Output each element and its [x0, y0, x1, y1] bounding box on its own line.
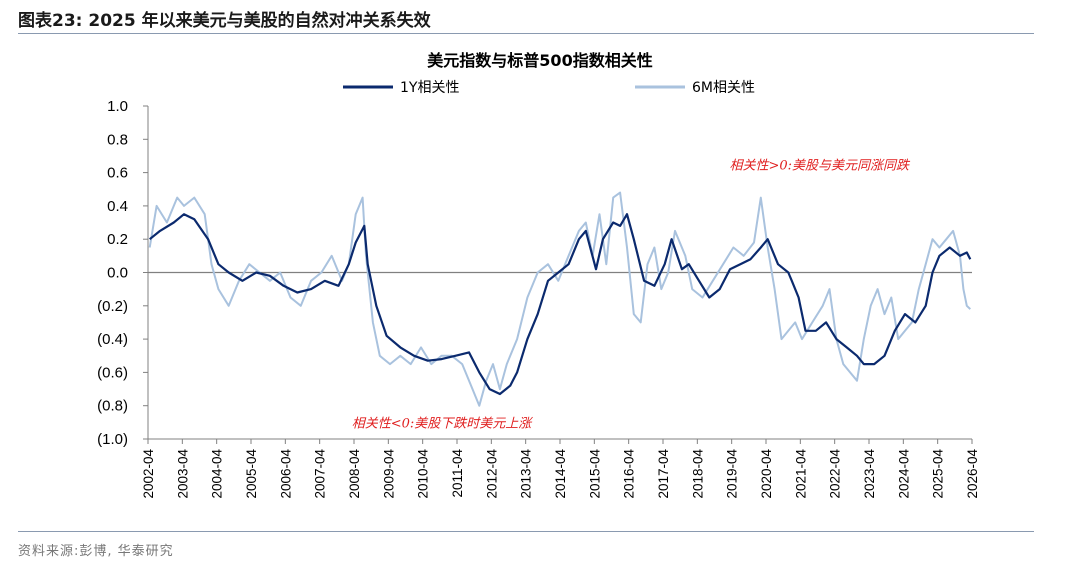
- x-tick-label: 2013-04: [519, 449, 534, 499]
- y-tick-label: 0.8: [107, 131, 128, 148]
- x-tick-label: 2024-04: [896, 449, 911, 499]
- x-tick-label: 2014-04: [553, 449, 568, 499]
- x-tick-label: 2022-04: [828, 449, 843, 499]
- x-tick-label: 2011-04: [450, 449, 465, 498]
- y-tick-label: 1.0: [107, 98, 128, 115]
- x-tick-label: 2008-04: [347, 449, 362, 499]
- x-tick-label: 2019-04: [725, 449, 740, 499]
- y-tick-label: (0.2): [97, 298, 128, 315]
- x-tick-label: 2018-04: [690, 449, 705, 499]
- y-tick-label: (0.4): [97, 331, 128, 348]
- legend-label-6m: 6M相关性: [692, 80, 755, 96]
- x-tick-label: 2026-04: [965, 449, 980, 499]
- y-tick-label: 0.0: [107, 265, 128, 282]
- series-line-1y: [149, 213, 972, 396]
- x-tick-label: 2017-04: [656, 449, 671, 499]
- chart-title: 美元指数与标普500指数相关性: [427, 51, 652, 70]
- footer-rule: [18, 531, 1034, 532]
- x-tick-label: 2007-04: [313, 449, 328, 499]
- annotation-positive: 相关性>0:美股与美元同涨同跌: [729, 158, 911, 173]
- header-rule: [18, 33, 1034, 34]
- x-tick-label: 2021-04: [793, 449, 808, 499]
- series-layer: [148, 191, 972, 407]
- x-tick-label: 2006-04: [278, 449, 293, 499]
- y-tick-label: (0.8): [97, 398, 128, 415]
- chart: 美元指数与标普500指数相关性 1Y相关性 6M相关性 1.0 0.8 0.6 0.4…: [97, 51, 980, 499]
- y-axis: 1.0 0.8 0.6 0.4 0.2 0.0 (0.2) (0.4) (0.6) (0.8) (1…: [97, 98, 149, 448]
- x-tick-label: 2004-04: [210, 449, 225, 499]
- x-tick-label: 2010-04: [416, 449, 431, 499]
- series-line-6m: [148, 191, 971, 407]
- figure-header: 图表23: 2025 年以来美元与美股的自然对冲关系失效: [18, 11, 431, 31]
- x-tick-label: 2002-04: [141, 449, 156, 499]
- y-tick-label: (0.6): [97, 364, 128, 381]
- x-tick-label: 2015-04: [587, 449, 602, 499]
- x-tick-label: 2003-04: [175, 449, 190, 499]
- x-tick-label: 2009-04: [381, 449, 396, 499]
- x-tick-label: 2012-04: [484, 449, 499, 499]
- y-tick-label: 0.6: [107, 165, 128, 182]
- y-tick-label: 0.4: [107, 198, 128, 215]
- y-tick-label: (1.0): [97, 431, 128, 448]
- legend: 1Y相关性 6M相关性: [343, 80, 755, 96]
- x-tick-label: 2025-04: [931, 449, 946, 499]
- x-tick-label: 2005-04: [244, 449, 259, 499]
- legend-label-1y: 1Y相关性: [400, 80, 459, 96]
- x-axis: 2002-04 2003-04 2004-04 2005-04 2006-04 2007-…: [141, 438, 980, 499]
- source-note: 资料来源:彭博, 华泰研究: [18, 544, 174, 559]
- x-tick-label: 2016-04: [622, 449, 637, 499]
- y-tick-label: 0.2: [107, 231, 128, 248]
- annotation-negative: 相关性<0:美股下跌时美元上涨: [352, 416, 534, 431]
- x-tick-label: 2023-04: [862, 449, 877, 499]
- x-tick-label: 2020-04: [759, 449, 774, 499]
